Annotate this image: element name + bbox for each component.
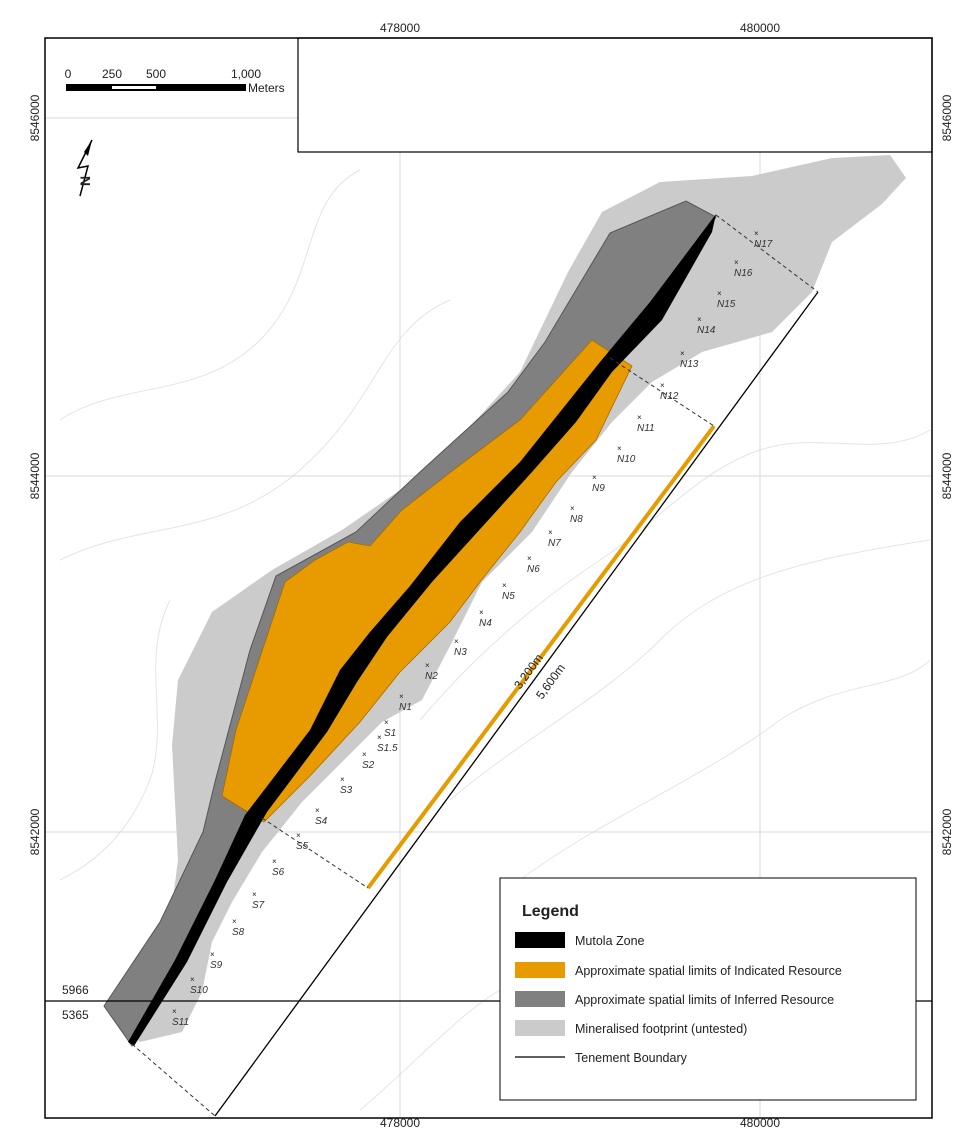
section-marker: × <box>425 661 430 670</box>
section-marker: × <box>754 229 759 238</box>
grid-label-top: 480000 <box>740 21 780 35</box>
legend-label: Mineralised footprint (untested) <box>575 1022 747 1036</box>
section-label: S11 <box>172 1017 189 1028</box>
section-marker: × <box>717 289 722 298</box>
section-label: S3 <box>340 785 353 796</box>
grid-label-left: 8542000 <box>28 808 42 855</box>
section-marker: × <box>680 349 685 358</box>
section-marker: × <box>592 473 597 482</box>
section-label: N16 <box>734 268 753 279</box>
boundary-label: 5966 <box>62 983 89 997</box>
grid-label-top: 478000 <box>380 21 420 35</box>
section-label: N9 <box>592 483 605 494</box>
tenement-boundary <box>214 291 819 1117</box>
section-label: S1.5 <box>377 743 398 754</box>
grid-label-bottom: 480000 <box>740 1116 780 1128</box>
section-marker: × <box>362 750 367 759</box>
section-marker: × <box>502 581 507 590</box>
boundary-label: 5365 <box>62 1008 89 1022</box>
grid-label-left: 8544000 <box>28 452 42 499</box>
section-label: S4 <box>315 816 328 827</box>
section-marker: × <box>190 975 195 984</box>
scale-label: 500 <box>146 67 166 81</box>
legend-label: Approximate spatial limits of Indicated … <box>575 964 842 978</box>
mutola-zone <box>128 214 716 1046</box>
section-marker: × <box>172 1007 177 1016</box>
section-label: N5 <box>502 591 515 602</box>
section-marker: × <box>210 950 215 959</box>
grid-label-right: 8542000 <box>940 808 954 855</box>
section-marker: × <box>340 775 345 784</box>
section-marker: × <box>734 258 739 267</box>
section-label: N12 <box>660 391 679 402</box>
scale-label: 250 <box>102 67 122 81</box>
legend-label: Mutola Zone <box>575 934 645 948</box>
section-marker: × <box>232 917 237 926</box>
grid-label-bottom: 478000 <box>380 1116 420 1128</box>
scale-label: 0 <box>65 67 72 81</box>
scale-bar <box>66 84 246 91</box>
section-marker: × <box>697 315 702 324</box>
section-marker: × <box>660 381 665 390</box>
legend-label: Tenement Boundary <box>575 1051 688 1065</box>
section-label: S6 <box>272 867 285 878</box>
section-label: N15 <box>717 299 736 310</box>
legend: Legend Mutola Zone Approximate spatial lim… <box>499 877 917 1101</box>
section-label: N11 <box>637 423 655 434</box>
section-marker: × <box>377 733 382 742</box>
section-label: N2 <box>425 671 438 682</box>
section-label: S1 <box>384 728 396 739</box>
section-label: S2 <box>362 760 375 771</box>
legend-title: Legend <box>522 903 579 920</box>
section-label: N6 <box>527 564 540 575</box>
section-marker: × <box>399 692 404 701</box>
legend-label: Approximate spatial limits of Inferred R… <box>575 993 834 1007</box>
inset-box <box>297 37 933 153</box>
section-label: N1 <box>399 702 412 713</box>
section-marker: × <box>570 504 575 513</box>
section-marker: × <box>384 718 389 727</box>
north-label: N <box>77 176 93 186</box>
section-marker: × <box>252 890 257 899</box>
section-marker: × <box>617 444 622 453</box>
section-label: N4 <box>479 618 492 629</box>
grid-label-right: 8546000 <box>940 94 954 141</box>
grid-label-right: 8544000 <box>940 452 954 499</box>
section-marker: × <box>527 554 532 563</box>
map-frame <box>44 37 933 1119</box>
grid-label-left: 8546000 <box>28 94 42 141</box>
section-label: N14 <box>697 325 716 336</box>
section-label: N10 <box>617 454 636 465</box>
indicated-length-line <box>366 424 716 890</box>
section-ends <box>131 214 819 1117</box>
section-marker: × <box>637 413 642 422</box>
scale-unit: Meters <box>248 81 285 95</box>
scale-label: 1,000 <box>231 67 261 81</box>
section-marker: × <box>315 806 320 815</box>
section-marker: × <box>296 831 301 840</box>
section-label: S7 <box>252 900 265 911</box>
section-label: S9 <box>210 960 223 971</box>
section-label: S10 <box>190 985 208 996</box>
section-marker: × <box>454 637 459 646</box>
section-label: S5 <box>296 841 309 852</box>
section-marker: × <box>548 528 553 537</box>
section-label: N7 <box>548 538 561 549</box>
section-label: N8 <box>570 514 583 525</box>
section-marker: × <box>272 857 277 866</box>
section-label: S8 <box>232 927 245 938</box>
section-label: N3 <box>454 647 467 658</box>
section-label: N17 <box>754 239 773 250</box>
section-marker: × <box>479 608 484 617</box>
section-label: N13 <box>680 359 699 370</box>
north-arrow <box>76 139 93 197</box>
